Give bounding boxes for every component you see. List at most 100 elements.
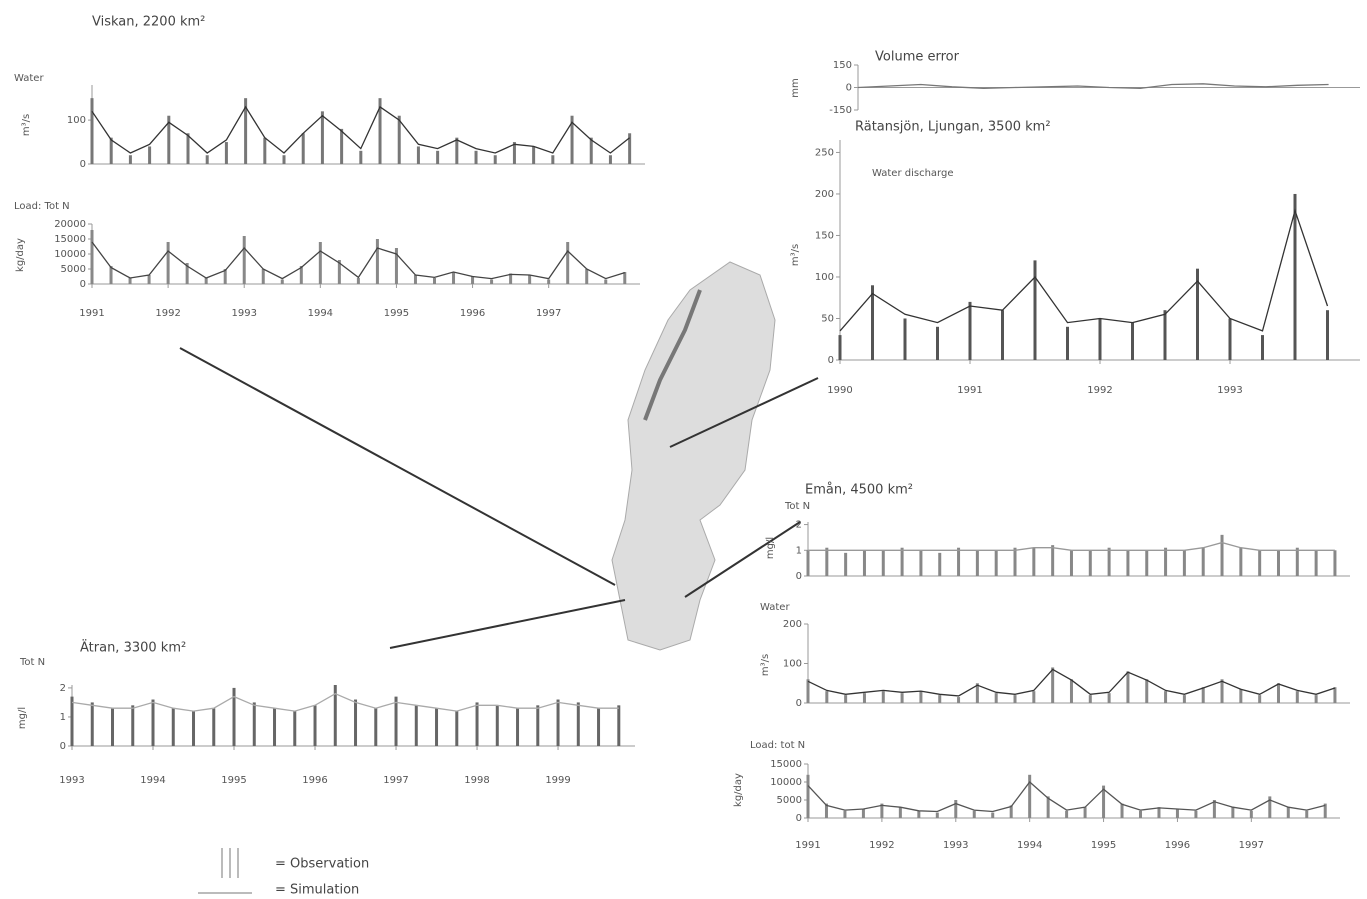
observation-bar: [1202, 687, 1205, 703]
y-tick-label: 5000: [61, 264, 86, 275]
panel-label: Tot N: [784, 501, 810, 512]
observation-bar: [919, 691, 922, 703]
observation-bar: [110, 138, 113, 164]
observation-bar: [91, 702, 94, 746]
observation-bar: [1145, 550, 1148, 576]
observation-bar: [273, 708, 276, 746]
y-axis-label: m³/s: [790, 244, 801, 266]
observation-bar: [1089, 550, 1092, 576]
observation-bar: [1183, 550, 1186, 576]
observation-bar: [1287, 807, 1290, 818]
panel-label: Water discharge: [872, 168, 953, 179]
observation-bar: [1157, 807, 1160, 818]
observation-bar: [415, 705, 418, 746]
observation-bar: [839, 335, 842, 360]
y-tick-label: 10000: [770, 777, 802, 788]
observation-bar: [417, 146, 420, 164]
observation-bar: [1261, 335, 1264, 360]
x-tick-label: 1996: [460, 308, 485, 319]
y-axis-label: mg/l: [17, 707, 28, 729]
panel-label: Tot N: [19, 657, 45, 668]
observation-bar: [314, 705, 317, 746]
observation-bar: [129, 278, 132, 284]
observation-bar: [844, 553, 847, 576]
observation-bar: [359, 151, 362, 164]
y-tick-label: 0: [80, 279, 86, 290]
observation-bar: [882, 691, 885, 703]
y-tick-label: 15000: [770, 759, 802, 770]
x-tick-label: 1998: [464, 775, 489, 786]
observation-bar: [452, 272, 455, 284]
observation-bar: [1051, 667, 1054, 703]
observation-bar: [1070, 550, 1073, 576]
y-tick-label: 0: [828, 355, 834, 366]
y-tick-label: 2: [796, 520, 802, 531]
x-tick-label: 1991: [957, 385, 982, 396]
observation-bar: [547, 280, 550, 285]
observation-bar: [617, 705, 620, 746]
observation-bar: [901, 548, 904, 576]
observation-bar: [604, 280, 607, 285]
observation-bar: [1176, 809, 1179, 818]
observation-bar: [1164, 691, 1167, 703]
observation-bar: [1296, 548, 1299, 576]
observation-bar: [843, 811, 846, 818]
observation-bar: [471, 277, 474, 285]
observation-bar: [1221, 535, 1224, 576]
observation-bar: [1333, 687, 1336, 703]
panel-label: Water: [14, 73, 44, 84]
observation-bar: [91, 98, 94, 164]
observation-bar: [976, 550, 979, 576]
observation-bar: [263, 138, 266, 164]
y-tick-label: 0: [846, 83, 852, 94]
observation-bar: [1099, 318, 1102, 360]
observation-bar: [281, 280, 284, 285]
observation-bar: [225, 142, 228, 164]
observation-bar: [901, 693, 904, 703]
observation-bar: [293, 711, 296, 746]
observation-bar: [904, 318, 907, 360]
y-axis-label: m³/s: [21, 114, 32, 136]
x-tick-label: 1991: [79, 308, 104, 319]
y-tick-label: 15000: [54, 234, 86, 245]
observation-bar: [1126, 671, 1129, 703]
y-axis-label: kg/day: [15, 238, 26, 272]
x-tick-label: 1993: [943, 840, 968, 851]
observation-bar: [1164, 548, 1167, 576]
observation-bar: [455, 711, 458, 746]
observation-bar: [516, 708, 519, 746]
observation-bar: [1001, 310, 1004, 360]
observation-bar: [969, 302, 972, 360]
observation-bar: [148, 146, 151, 164]
x-tick-label: 1992: [155, 308, 180, 319]
observation-bar: [1139, 811, 1142, 818]
y-tick-label: -150: [829, 105, 852, 116]
observation-bar: [496, 705, 499, 746]
observation-bar: [475, 151, 478, 164]
observation-bar: [455, 138, 458, 164]
observation-bar: [844, 695, 847, 703]
observation-bar: [192, 711, 195, 746]
observation-bar: [354, 700, 357, 746]
observation-bar: [807, 775, 810, 818]
simulation-line: [840, 211, 1328, 331]
observation-bar: [357, 278, 360, 284]
observation-bar: [532, 146, 535, 164]
panel-label: Water: [760, 602, 790, 613]
panel-title: Ätran, 3300 km²: [80, 640, 186, 656]
observation-bar: [129, 155, 132, 164]
observation-bar: [938, 695, 941, 703]
panel: Load: tot Nkg/day05000100001500019911992…: [733, 740, 1340, 851]
observation-bar: [1089, 695, 1092, 703]
observation-bar: [302, 133, 305, 164]
observation-bar: [1108, 693, 1111, 703]
observation-bar: [882, 550, 885, 576]
observation-bar: [957, 697, 960, 703]
observation-bar: [376, 239, 379, 284]
observation-bar: [577, 702, 580, 746]
observation-bar: [414, 275, 417, 284]
x-tick-label: 1995: [384, 308, 409, 319]
panel-title: Volume error: [875, 50, 960, 65]
